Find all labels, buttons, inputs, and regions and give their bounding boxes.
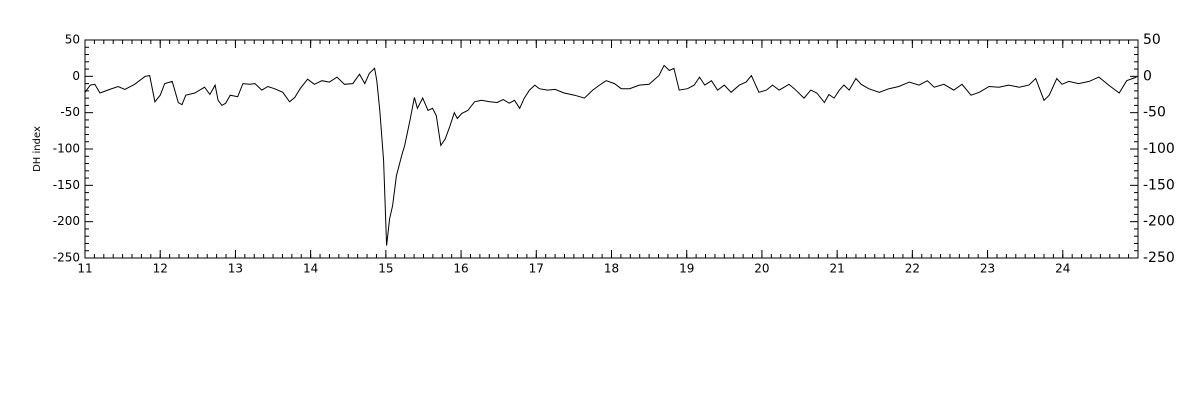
x-tick-label: 12 bbox=[153, 262, 168, 276]
x-tick-label: 24 bbox=[1055, 262, 1070, 276]
y-tick-label: -200 bbox=[53, 214, 80, 228]
y2-tick-label: 0 bbox=[1143, 68, 1152, 84]
plot-frame bbox=[84, 39, 1139, 259]
y-tick-label: -250 bbox=[53, 251, 80, 265]
x-tick-label: 22 bbox=[905, 262, 920, 276]
y-axis-label: DH index bbox=[32, 126, 43, 172]
y-tick-label: 0 bbox=[72, 69, 80, 83]
y2-tick-label: -250 bbox=[1143, 250, 1175, 266]
y-tick-label: -50 bbox=[60, 105, 80, 119]
x-tick-label: 11 bbox=[77, 262, 92, 276]
x-tick-label: 18 bbox=[604, 262, 619, 276]
x-tick-label: 13 bbox=[228, 262, 243, 276]
x-tick-label: 19 bbox=[679, 262, 694, 276]
x-tick-label: 15 bbox=[378, 262, 393, 276]
y2-tick-label: -50 bbox=[1143, 105, 1166, 121]
y2-tick-label: 50 bbox=[1143, 32, 1161, 48]
y-tick-label: -100 bbox=[53, 142, 80, 156]
x-tick-label: 16 bbox=[453, 262, 468, 276]
y-tick-label: -150 bbox=[53, 178, 80, 192]
x-tick-label: 21 bbox=[830, 262, 845, 276]
x-tick-label: 23 bbox=[980, 262, 995, 276]
x-tick-label: 14 bbox=[303, 262, 318, 276]
y2-tick-label: -100 bbox=[1143, 141, 1175, 157]
x-tick-label: 20 bbox=[754, 262, 769, 276]
y2-tick-label: -150 bbox=[1143, 177, 1175, 193]
x-tick-label: 17 bbox=[529, 262, 544, 276]
data-line bbox=[84, 64, 1137, 246]
y-tick-label: 50 bbox=[65, 33, 80, 47]
y2-tick-label: -200 bbox=[1143, 214, 1175, 230]
